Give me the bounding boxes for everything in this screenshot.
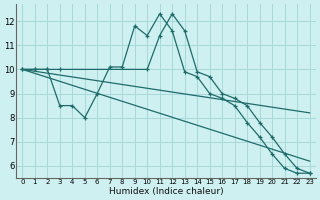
- X-axis label: Humidex (Indice chaleur): Humidex (Indice chaleur): [108, 187, 223, 196]
